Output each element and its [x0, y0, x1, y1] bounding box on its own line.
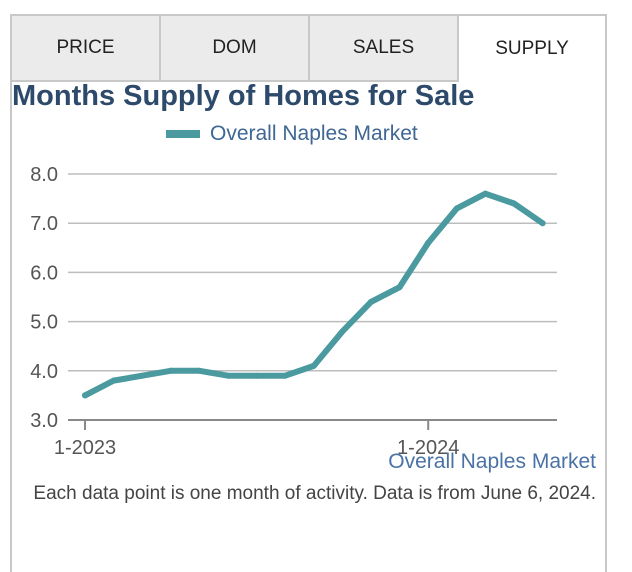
data-point[interactable]: [196, 367, 203, 374]
data-point[interactable]: [282, 372, 289, 379]
x-tick-label: 1-2024: [397, 437, 459, 459]
legend-swatch: [166, 130, 200, 138]
y-tick-label: 7.0: [30, 213, 58, 235]
data-point[interactable]: [253, 372, 260, 379]
data-point[interactable]: [453, 205, 460, 212]
data-point[interactable]: [482, 190, 489, 197]
tab-dom[interactable]: DOM: [161, 16, 310, 82]
y-tick-label: 4.0: [30, 361, 58, 383]
data-point[interactable]: [368, 298, 374, 305]
data-point[interactable]: [310, 362, 317, 369]
tab-price[interactable]: PRICE: [12, 16, 161, 82]
data-point[interactable]: [82, 392, 88, 399]
chart-title: Months Supply of Homes for Sale: [12, 80, 475, 112]
data-point[interactable]: [396, 284, 403, 291]
data-point[interactable]: [539, 220, 546, 227]
chart-legend: Overall Naples Market: [166, 122, 418, 146]
data-point[interactable]: [511, 200, 517, 207]
tab-sales[interactable]: SALES: [310, 16, 459, 82]
y-tick-label: 6.0: [30, 262, 58, 284]
chart-panel: PRICE DOM SALES SUPPLY: [10, 14, 607, 572]
y-tick-label: 5.0: [30, 312, 58, 334]
data-point[interactable]: [167, 367, 174, 374]
tab-supply[interactable]: SUPPLY: [459, 16, 605, 82]
x-tick-label: 1-2023: [54, 437, 116, 459]
y-tick-label: 3.0: [30, 410, 58, 432]
data-point[interactable]: [110, 377, 117, 384]
data-point[interactable]: [339, 328, 346, 335]
market-footer-label: Overall Naples Market: [388, 450, 596, 473]
y-tick-label: 8.0: [30, 164, 58, 186]
data-note: Each data point is one month of activity…: [33, 483, 596, 504]
legend-label: Overall Naples Market: [210, 122, 418, 145]
data-point[interactable]: [425, 239, 432, 246]
data-point[interactable]: [225, 372, 231, 379]
tab-bar: PRICE DOM SALES SUPPLY: [12, 16, 605, 82]
data-point[interactable]: [139, 372, 146, 379]
